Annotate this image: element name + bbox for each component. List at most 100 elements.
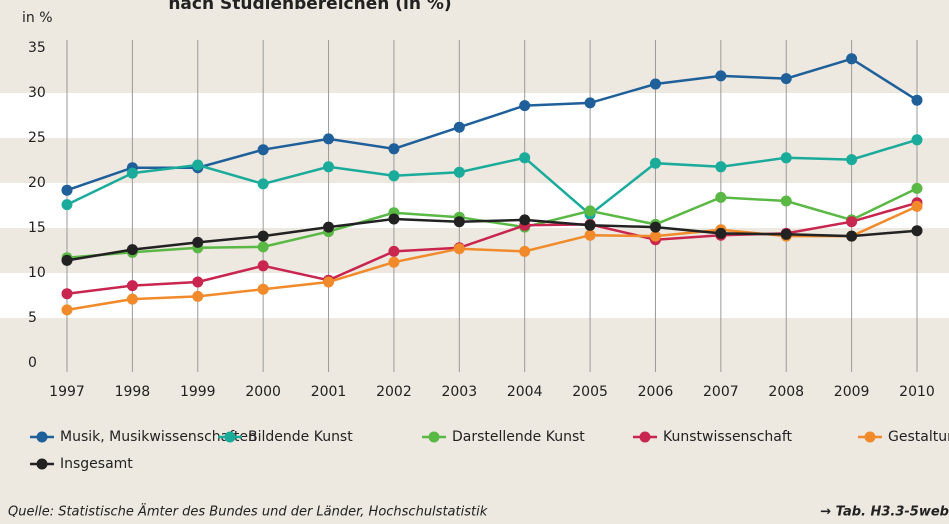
point (323, 133, 335, 145)
point (846, 53, 858, 65)
x-tick-label: 2001 (311, 384, 347, 400)
point (519, 245, 531, 257)
legend-marker (639, 431, 651, 443)
point (649, 230, 661, 242)
point (846, 154, 858, 166)
point (61, 304, 73, 316)
y-axis-label: in % (22, 10, 53, 26)
point (257, 283, 269, 295)
point (649, 78, 661, 90)
y-tick-label: 30 (28, 85, 46, 101)
point (323, 276, 335, 288)
y-tick-label: 0 (28, 355, 37, 371)
point (911, 200, 923, 212)
source: Quelle: Statistische Ämter des Bundes un… (8, 504, 488, 520)
x-tick-label: 2008 (768, 384, 804, 400)
point (911, 134, 923, 146)
legend-label: Musik, Musikwissenschaften (60, 429, 257, 445)
point (388, 245, 400, 257)
point (388, 170, 400, 182)
y-tick-label: 15 (28, 220, 46, 236)
point (584, 219, 596, 231)
point (780, 195, 792, 207)
point (780, 152, 792, 164)
point (388, 213, 400, 225)
point (61, 199, 73, 211)
point (453, 216, 465, 228)
x-tick-label: 2002 (376, 384, 412, 400)
point (846, 230, 858, 242)
legend-label: Gestaltung (888, 429, 949, 445)
point (911, 225, 923, 237)
y-tick-label: 25 (28, 130, 46, 146)
point (126, 244, 138, 256)
x-tick-label: 2009 (834, 384, 870, 400)
x-tick-label: 2006 (638, 384, 674, 400)
point (388, 256, 400, 268)
point (257, 178, 269, 190)
x-tick-label: 2007 (703, 384, 739, 400)
y-tick-label: 35 (28, 40, 46, 56)
legend-marker (428, 431, 440, 443)
series-line (66, 57, 918, 192)
point (323, 161, 335, 173)
point (61, 184, 73, 196)
y-tick-label: 5 (28, 310, 37, 326)
x-tick-label: 2004 (507, 384, 543, 400)
point (61, 288, 73, 300)
point (126, 280, 138, 292)
x-tick-label: 1997 (49, 384, 85, 400)
bands (0, 93, 949, 318)
legend-marker (864, 431, 876, 443)
legend-label: Bildende Kunst (248, 429, 353, 445)
point (649, 221, 661, 233)
point (192, 159, 204, 171)
point (519, 152, 531, 164)
point (715, 227, 727, 239)
point (519, 100, 531, 112)
point (715, 191, 727, 203)
point (192, 236, 204, 248)
point (715, 70, 727, 82)
point (126, 293, 138, 305)
point (61, 254, 73, 266)
point (780, 228, 792, 240)
legend-label: Kunstwissenschaft (663, 429, 793, 445)
x-tick-label: 2010 (899, 384, 935, 400)
x-tick-label: 1999 (180, 384, 216, 400)
legend-marker (36, 431, 48, 443)
point (257, 241, 269, 253)
legend-label: Darstellende Kunst (452, 429, 585, 445)
x-tick-label: 1998 (115, 384, 151, 400)
legend-label: Insgesamt (60, 456, 133, 472)
point (715, 161, 727, 173)
series-line (66, 217, 918, 262)
point (323, 221, 335, 233)
point (192, 290, 204, 302)
point (911, 182, 923, 194)
point (453, 166, 465, 178)
point (911, 94, 923, 106)
legend-marker (224, 431, 236, 443)
chart-title: nach Studienbereichen (in %) (168, 0, 451, 14)
point (192, 276, 204, 288)
y-tick-label: 20 (28, 175, 46, 191)
y-tick-label: 10 (28, 265, 46, 281)
point (257, 144, 269, 156)
point (453, 243, 465, 255)
x-tick-label: 2000 (245, 384, 281, 400)
point (388, 143, 400, 155)
point (584, 97, 596, 109)
point (453, 121, 465, 133)
band (0, 273, 949, 318)
series-line (66, 138, 918, 217)
legend-marker (36, 458, 48, 470)
point (126, 167, 138, 179)
point (257, 260, 269, 272)
source-ref: → Tab. H3.3-5web (820, 505, 949, 520)
point (780, 73, 792, 85)
point (584, 229, 596, 241)
point (584, 205, 596, 217)
point (649, 157, 661, 169)
